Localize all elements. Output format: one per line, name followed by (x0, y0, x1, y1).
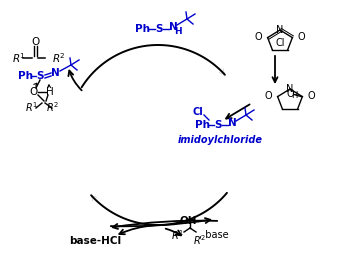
Text: S: S (36, 71, 44, 81)
FancyArrowPatch shape (34, 83, 37, 86)
FancyArrowPatch shape (68, 70, 82, 90)
Text: O: O (265, 90, 272, 101)
Text: O: O (308, 90, 315, 101)
Text: H: H (291, 92, 297, 100)
Text: S: S (214, 120, 222, 130)
Text: $R^1$: $R^1$ (172, 228, 185, 242)
FancyArrowPatch shape (119, 225, 155, 234)
Text: imidoylchloride: imidoylchloride (178, 135, 263, 145)
Text: N: N (51, 68, 59, 78)
Text: OH: OH (179, 216, 197, 226)
Text: O: O (29, 87, 37, 97)
FancyArrowPatch shape (166, 229, 181, 235)
FancyArrowPatch shape (91, 195, 97, 201)
Text: Ph: Ph (195, 120, 210, 130)
FancyArrowPatch shape (219, 69, 225, 75)
Text: $R^2$: $R^2$ (52, 51, 66, 65)
Text: Ph: Ph (135, 24, 150, 34)
Text: H: H (174, 27, 182, 36)
Text: Cl: Cl (193, 107, 203, 117)
Text: $R^2$: $R^2$ (193, 233, 207, 247)
FancyArrowPatch shape (273, 56, 277, 82)
Text: $R^1$: $R^1$ (12, 51, 26, 65)
FancyArrowPatch shape (111, 218, 210, 226)
Text: $R^1$: $R^1$ (25, 100, 38, 114)
Text: N: N (286, 84, 294, 94)
Text: Ph: Ph (18, 71, 33, 81)
FancyArrowPatch shape (113, 221, 217, 229)
Text: , base: , base (199, 230, 229, 240)
Text: N: N (227, 118, 236, 128)
Text: O: O (298, 32, 305, 42)
Text: base-HCl: base-HCl (69, 236, 121, 246)
Text: Cl: Cl (275, 38, 285, 48)
Text: N: N (168, 22, 177, 32)
Text: $R^2$: $R^2$ (47, 100, 60, 114)
FancyArrowPatch shape (226, 104, 250, 119)
Text: O: O (286, 89, 294, 99)
Text: O: O (255, 32, 263, 42)
Text: H: H (46, 87, 54, 97)
Text: S: S (155, 24, 163, 34)
Text: N: N (276, 25, 284, 35)
FancyArrowPatch shape (48, 85, 51, 88)
Text: O: O (31, 37, 40, 47)
